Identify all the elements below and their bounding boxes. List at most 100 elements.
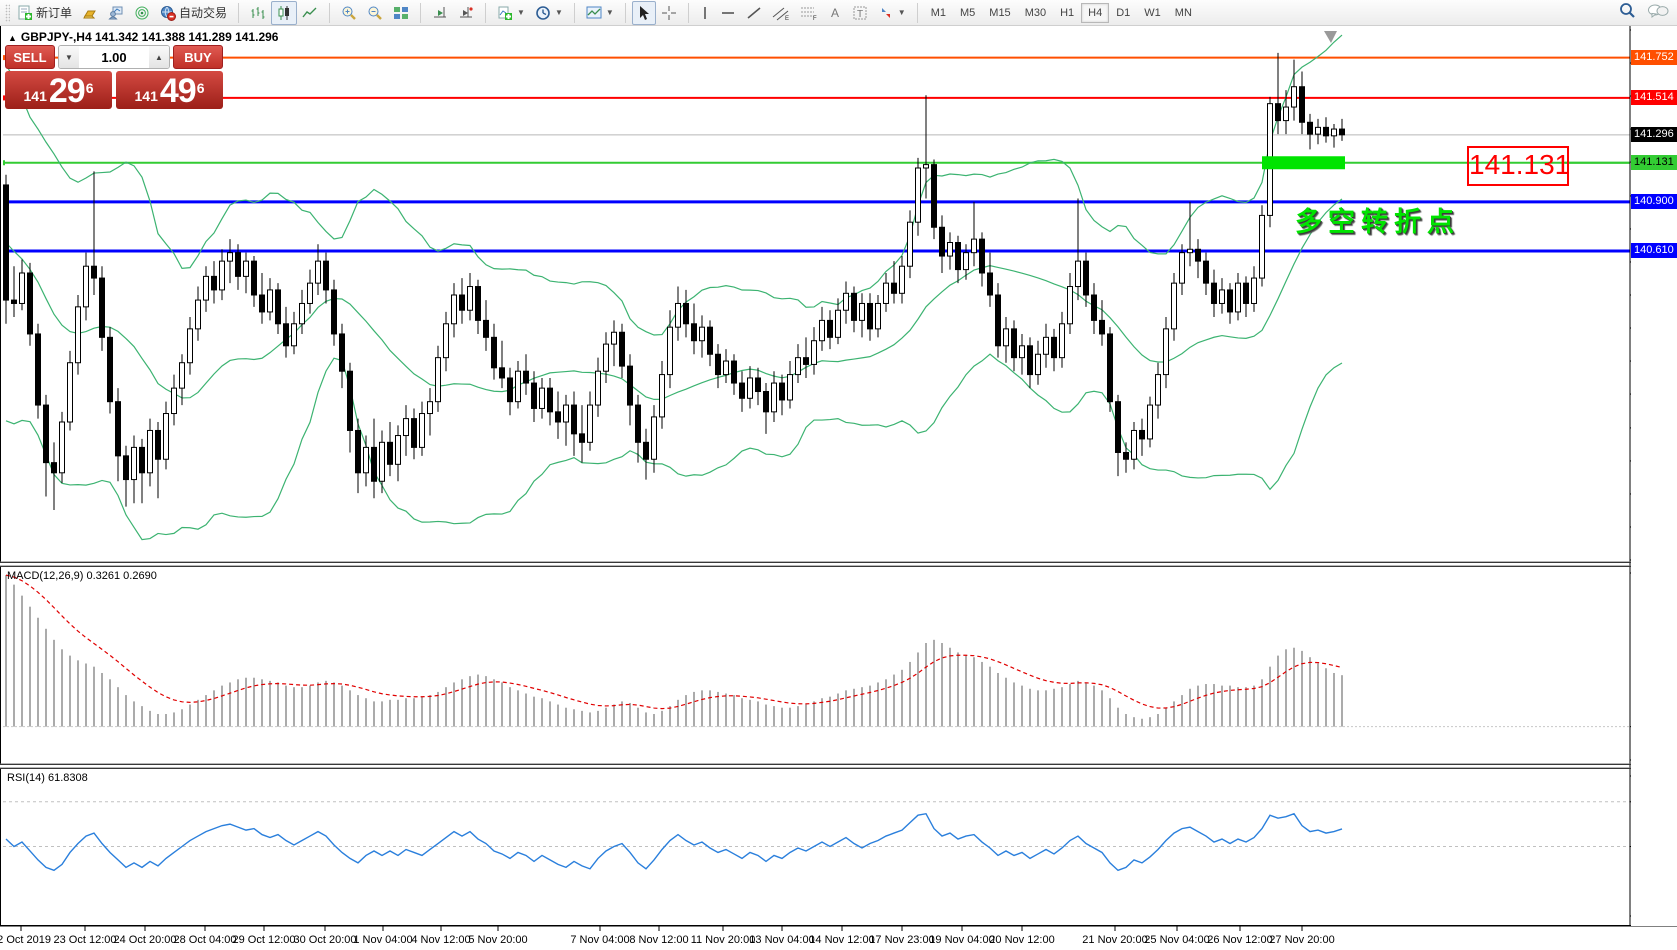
- vline-tool-button[interactable]: [695, 1, 715, 25]
- time-axis-label: 14 Nov 12:00: [809, 934, 874, 946]
- hline-anchor[interactable]: [0, 160, 5, 166]
- price-badge-140.900: 140.900: [1631, 194, 1677, 210]
- svg-text:T: T: [857, 9, 863, 20]
- bull-candle: [403, 418, 409, 437]
- main-plot[interactable]: [0, 31, 1630, 541]
- toolbar-grip[interactable]: [5, 3, 10, 22]
- hline-anchor[interactable]: [0, 95, 5, 101]
- chart-candles-button[interactable]: [271, 0, 298, 25]
- channel-icon: E: [772, 5, 790, 21]
- price-badge-141.131: 141.131: [1631, 155, 1677, 171]
- bb-upper: [5, 34, 1343, 336]
- highlight-rect[interactable]: [1262, 156, 1345, 170]
- bear-candle: [11, 299, 17, 304]
- timeframe-m30[interactable]: M30: [1024, 6, 1047, 19]
- periods-button[interactable]: ▼: [530, 1, 568, 25]
- text-tool-button[interactable]: A: [823, 1, 847, 25]
- bull-candle: [83, 265, 89, 308]
- timeframe-m15[interactable]: M15: [989, 6, 1011, 19]
- template-icon: [586, 5, 602, 21]
- trendline-tool-button[interactable]: [741, 1, 767, 25]
- bull-candle: [723, 360, 729, 376]
- chart-line-button[interactable]: [297, 1, 323, 25]
- autotrading-button[interactable]: 自动交易: [155, 1, 232, 25]
- sell-price-box[interactable]: 141 29 6: [5, 71, 112, 109]
- bull-candle: [595, 370, 601, 406]
- bear-candle: [579, 433, 585, 443]
- volume-up-button[interactable]: ▲: [149, 46, 169, 68]
- timeframe-m5[interactable]: M5: [960, 6, 976, 19]
- zoom-in-button[interactable]: [336, 1, 362, 25]
- timeframe-mn[interactable]: MN: [1174, 6, 1192, 19]
- signals-button[interactable]: [129, 1, 155, 25]
- zoom-out-button[interactable]: [362, 1, 388, 25]
- bull-candle: [395, 435, 401, 465]
- auto-scroll-button[interactable]: [427, 1, 453, 25]
- bull-candle: [1179, 252, 1185, 284]
- macd-plot[interactable]: [3, 574, 1630, 728]
- search-icon[interactable]: [1619, 2, 1637, 23]
- price-axis[interactable]: 141.752 141.514 141.296 141.131 140.900 140.6…: [1631, 25, 1677, 926]
- timeframe-h1[interactable]: H1: [1060, 6, 1075, 19]
- timeframe-m1[interactable]: M1: [930, 6, 946, 19]
- bear-candle: [1203, 260, 1209, 284]
- timeframe-d1[interactable]: D1: [1116, 6, 1131, 19]
- bull-candle: [675, 302, 681, 328]
- bull-candle: [611, 331, 617, 345]
- vline-icon: [700, 5, 710, 21]
- chart-shift-button[interactable]: [453, 1, 479, 25]
- bull-candle: [299, 302, 305, 325]
- timeframe-h4[interactable]: H4: [1081, 2, 1110, 23]
- label-tool-button[interactable]: T: [847, 1, 873, 25]
- bull-candle: [1219, 289, 1225, 304]
- chart-shift-icon: [458, 5, 474, 21]
- sell-button[interactable]: SELL: [5, 45, 55, 69]
- tile-windows-button[interactable]: [388, 1, 414, 25]
- bear-candle: [635, 404, 641, 443]
- chart-bars-button[interactable]: [245, 1, 271, 25]
- bull-candle: [59, 421, 65, 474]
- bear-candle: [35, 333, 41, 406]
- terminal-button[interactable]: [103, 1, 129, 25]
- chat-icon[interactable]: [1647, 2, 1669, 23]
- crosshair-button[interactable]: [656, 1, 682, 25]
- fibonacci-tool-button[interactable]: F: [795, 1, 823, 25]
- hline-anchor[interactable]: [0, 55, 5, 61]
- timeframe-w1[interactable]: W1: [1144, 6, 1161, 19]
- channel-tool-button[interactable]: E: [767, 1, 795, 25]
- bull-candle: [771, 382, 777, 413]
- bear-candle: [523, 370, 529, 384]
- cursor-button[interactable]: [631, 0, 656, 25]
- collapse-arrow-icon[interactable]: ▲: [8, 33, 17, 43]
- indicators-button[interactable]: ▼: [492, 1, 530, 25]
- chart-wizard-button[interactable]: [77, 1, 103, 25]
- bear-candle: [779, 382, 785, 401]
- volume-down-button[interactable]: ▼: [59, 46, 79, 68]
- bull-candle: [907, 221, 913, 267]
- bear-candle: [571, 404, 577, 435]
- bull-candle: [1043, 336, 1049, 355]
- svg-text:A: A: [831, 6, 839, 20]
- time-axis-label: 19 Nov 04:00: [929, 934, 994, 946]
- line-chart-icon: [302, 5, 318, 21]
- rsi-plot[interactable]: [3, 801, 1630, 872]
- price-label-box[interactable]: 141.131: [1467, 146, 1570, 186]
- time-axis-label: 11 Nov 20:00: [691, 934, 756, 946]
- bull-candle: [915, 167, 921, 223]
- buy-price-box[interactable]: 141 49 6: [116, 71, 223, 109]
- arrow-object[interactable]: [1324, 31, 1337, 43]
- bull-candle: [467, 286, 473, 311]
- new-order-button[interactable]: 新订单: [12, 1, 77, 25]
- turning-point-annotation[interactable]: 多空转折点: [1295, 207, 1460, 237]
- bear-candle: [627, 365, 633, 406]
- bear-candle: [739, 382, 745, 399]
- bear-candle: [803, 357, 809, 365]
- arrows-tool-button[interactable]: ▼: [873, 1, 911, 25]
- buy-button[interactable]: BUY: [173, 45, 223, 69]
- bull-candle: [187, 328, 193, 364]
- bb-middle: [5, 198, 1343, 400]
- templates-button[interactable]: ▼: [581, 1, 619, 25]
- hline-tool-button[interactable]: [715, 1, 741, 25]
- volume-input[interactable]: [79, 46, 149, 68]
